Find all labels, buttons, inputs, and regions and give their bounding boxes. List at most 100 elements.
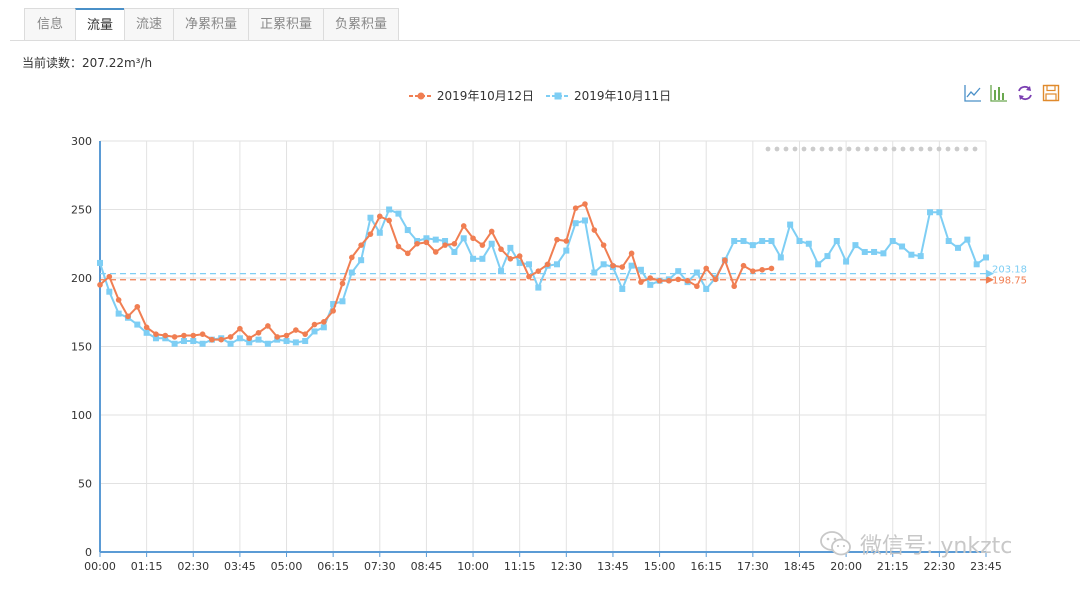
- data-point-oct11: [302, 338, 309, 345]
- legend-label-oct11: 2019年10月11日: [574, 89, 672, 103]
- data-point-oct11: [749, 242, 756, 249]
- zoom-handle-dot: [837, 146, 843, 152]
- data-point-oct11: [227, 340, 234, 347]
- zoom-handle-dot: [954, 146, 960, 152]
- zoom-handle-dot: [963, 146, 969, 152]
- data-point-oct12: [750, 268, 756, 274]
- zoom-handle-dot: [819, 146, 825, 152]
- data-point-oct11: [945, 238, 952, 245]
- legend-line-circle-icon: [408, 92, 433, 99]
- data-point-oct11: [348, 269, 355, 276]
- x-tick-label: 20:00: [830, 560, 862, 573]
- x-tick-label: 22:30: [924, 560, 956, 573]
- x-tick-label: 05:00: [271, 560, 303, 573]
- zoom-handle-dot: [900, 146, 906, 152]
- tab-1[interactable]: 流量: [75, 8, 125, 40]
- data-point-oct11: [880, 250, 887, 257]
- data-point-oct12: [349, 254, 355, 261]
- data-point-oct12: [162, 332, 169, 339]
- watermark: 微信号: ynkztc: [820, 528, 1012, 560]
- data-point-oct11: [693, 269, 700, 276]
- data-point-oct11: [199, 340, 206, 347]
- y-tick-label: 100: [71, 409, 92, 422]
- legend-item-oct12[interactable]: 2019年10月12日: [408, 87, 534, 104]
- data-point-oct12: [507, 256, 514, 262]
- data-point-oct11: [768, 238, 775, 245]
- data-point-oct11: [647, 281, 654, 288]
- chart-legend: 2019年10月12日 2019年10月11日: [0, 87, 1080, 104]
- data-point-oct12: [684, 277, 691, 284]
- chart-toolbox: [964, 84, 1060, 102]
- data-point-oct11: [283, 338, 290, 345]
- data-point-oct11: [805, 240, 812, 247]
- data-point-oct12: [722, 257, 728, 263]
- data-point-oct11: [367, 214, 374, 221]
- data-point-oct12: [740, 262, 747, 269]
- data-point-oct11: [507, 244, 514, 251]
- tab-5[interactable]: 负累积量: [323, 8, 399, 40]
- zoom-handle-dot: [801, 146, 807, 152]
- data-point-oct12: [675, 276, 682, 283]
- data-point-oct11: [983, 254, 989, 261]
- data-point-oct11: [460, 235, 467, 242]
- data-point-oct11: [973, 261, 980, 268]
- data-point-oct12: [442, 242, 448, 248]
- data-point-oct12: [638, 279, 644, 285]
- y-tick-label: 200: [71, 272, 92, 285]
- data-point-oct12: [647, 275, 654, 281]
- tab-2[interactable]: 流速: [124, 8, 174, 40]
- data-point-oct11: [134, 321, 141, 328]
- markline-arrow-0: [986, 275, 994, 284]
- data-point-oct11: [852, 242, 859, 249]
- x-tick-label: 08:45: [411, 560, 443, 573]
- legend-label-oct12: 2019年10月12日: [436, 89, 534, 103]
- zoom-handle-dot: [774, 146, 780, 152]
- save-icon[interactable]: [1042, 84, 1060, 102]
- markline-arrow-1: [986, 269, 994, 278]
- zoom-handle-dot: [792, 146, 798, 152]
- data-point-oct11: [637, 266, 644, 273]
- data-point-oct12: [255, 330, 262, 336]
- data-point-oct11: [917, 253, 924, 260]
- data-point-oct12: [451, 240, 458, 247]
- x-tick-label: 07:30: [364, 560, 396, 573]
- tab-3[interactable]: 净累积量: [173, 8, 249, 40]
- bar-chart-icon[interactable]: [990, 84, 1008, 102]
- x-tick-label: 10:00: [457, 560, 489, 573]
- line-chart-icon[interactable]: [964, 84, 982, 102]
- watermark-text: 微信号: ynkztc: [860, 534, 1013, 559]
- x-tick-label: 12:30: [550, 560, 582, 573]
- data-point-oct12: [600, 242, 607, 248]
- data-point-oct11: [796, 238, 803, 245]
- data-point-oct11: [320, 324, 327, 331]
- data-point-oct11: [777, 254, 784, 261]
- refresh-icon[interactable]: [1016, 84, 1034, 102]
- legend-item-oct11[interactable]: 2019年10月11日: [546, 87, 671, 104]
- data-point-oct12: [563, 238, 570, 244]
- data-point-oct11: [563, 247, 570, 254]
- data-point-oct11: [106, 288, 113, 295]
- data-point-oct11: [908, 251, 915, 258]
- data-point-oct11: [833, 238, 840, 245]
- data-point-oct11: [628, 262, 635, 269]
- data-point-oct12: [666, 277, 672, 284]
- markline-label-1: 203.18: [992, 265, 1027, 276]
- tab-0[interactable]: 信息: [24, 8, 76, 40]
- data-point-oct12: [339, 280, 346, 287]
- data-point-oct11: [442, 238, 449, 245]
- legend-line-square-icon: [546, 92, 570, 99]
- data-point-oct12: [171, 334, 178, 340]
- x-tick-label: 17:30: [737, 560, 769, 573]
- data-point-oct12: [703, 265, 710, 272]
- x-tick-label: 02:30: [177, 560, 209, 573]
- data-point-oct12: [321, 319, 327, 325]
- data-point-oct11: [470, 255, 477, 262]
- data-point-oct12: [498, 246, 504, 253]
- data-point-oct11: [824, 253, 831, 260]
- zoom-handle-dot: [972, 146, 978, 152]
- y-tick-label: 0: [85, 546, 92, 559]
- data-point-oct11: [572, 220, 579, 227]
- zoom-handle-dot: [864, 146, 870, 152]
- data-point-oct11: [451, 248, 458, 255]
